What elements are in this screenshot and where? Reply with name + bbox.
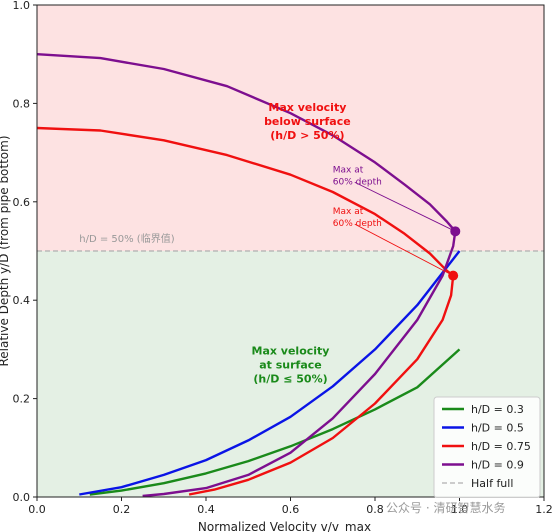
legend-label-0: h/D = 0.3 <box>471 403 524 416</box>
annotation-text-3-1: 60% depth <box>333 219 382 229</box>
y-tick-label-4: 0.8 <box>13 97 31 110</box>
x-tick-label-3: 0.6 <box>282 503 300 516</box>
annotation-text-0-2: (h/D > 50%) <box>270 129 344 142</box>
x-tick-label-1: 0.2 <box>113 503 131 516</box>
annotation-text-2-1: 60% depth <box>333 177 382 187</box>
legend-label-1: h/D = 0.5 <box>471 422 524 435</box>
legend-box <box>433 396 541 498</box>
annotation-text-2-0: Max at <box>333 165 364 175</box>
y-tick-label-5: 1.0 <box>13 0 31 12</box>
half-full-label: h/D = 50% (临界值) <box>79 232 174 245</box>
legend-label-3: h/D = 0.9 <box>471 459 524 472</box>
series-line-1 <box>79 250 461 496</box>
x-tick-label-0: 0.0 <box>28 503 46 516</box>
region-above-half <box>37 5 544 251</box>
annotation-text-1-1: at surface <box>259 358 322 371</box>
x-tick-label-6: 1.2 <box>535 503 553 516</box>
y-tick-label-1: 0.2 <box>13 393 31 406</box>
x-tick-label-5: 1.0 <box>451 503 469 516</box>
y-axis-label: Relative Depth y/D (from pipe bottom) <box>0 135 11 366</box>
y-tick-label-3: 0.6 <box>13 196 31 209</box>
legend-label-4: Half full <box>471 477 513 490</box>
x-tick-label-2: 0.4 <box>197 503 215 516</box>
watermark-text: 公众号 · 清研智慧水务 <box>386 500 505 515</box>
x-axis-label: Normalized Velocity v/v_max <box>198 520 371 532</box>
annotation-text-1-0: Max velocity <box>252 344 330 357</box>
annotation-arrow-3 <box>354 223 454 276</box>
x-tick-label-4: 0.8 <box>366 503 384 516</box>
annotation-arrow-2 <box>354 181 456 232</box>
annotation-text-0-0: Max velocity <box>268 101 346 114</box>
annotation-text-3-0: Max at <box>333 207 364 217</box>
annotation-text-1-2: (h/D ≤ 50%) <box>253 372 327 385</box>
legend-label-2: h/D = 0.75 <box>471 440 531 453</box>
y-tick-label-0: 0.0 <box>13 491 31 504</box>
series-line-0 <box>89 348 461 496</box>
annotation-text-0-1: below surface <box>264 115 351 128</box>
y-tick-label-2: 0.4 <box>13 294 31 307</box>
